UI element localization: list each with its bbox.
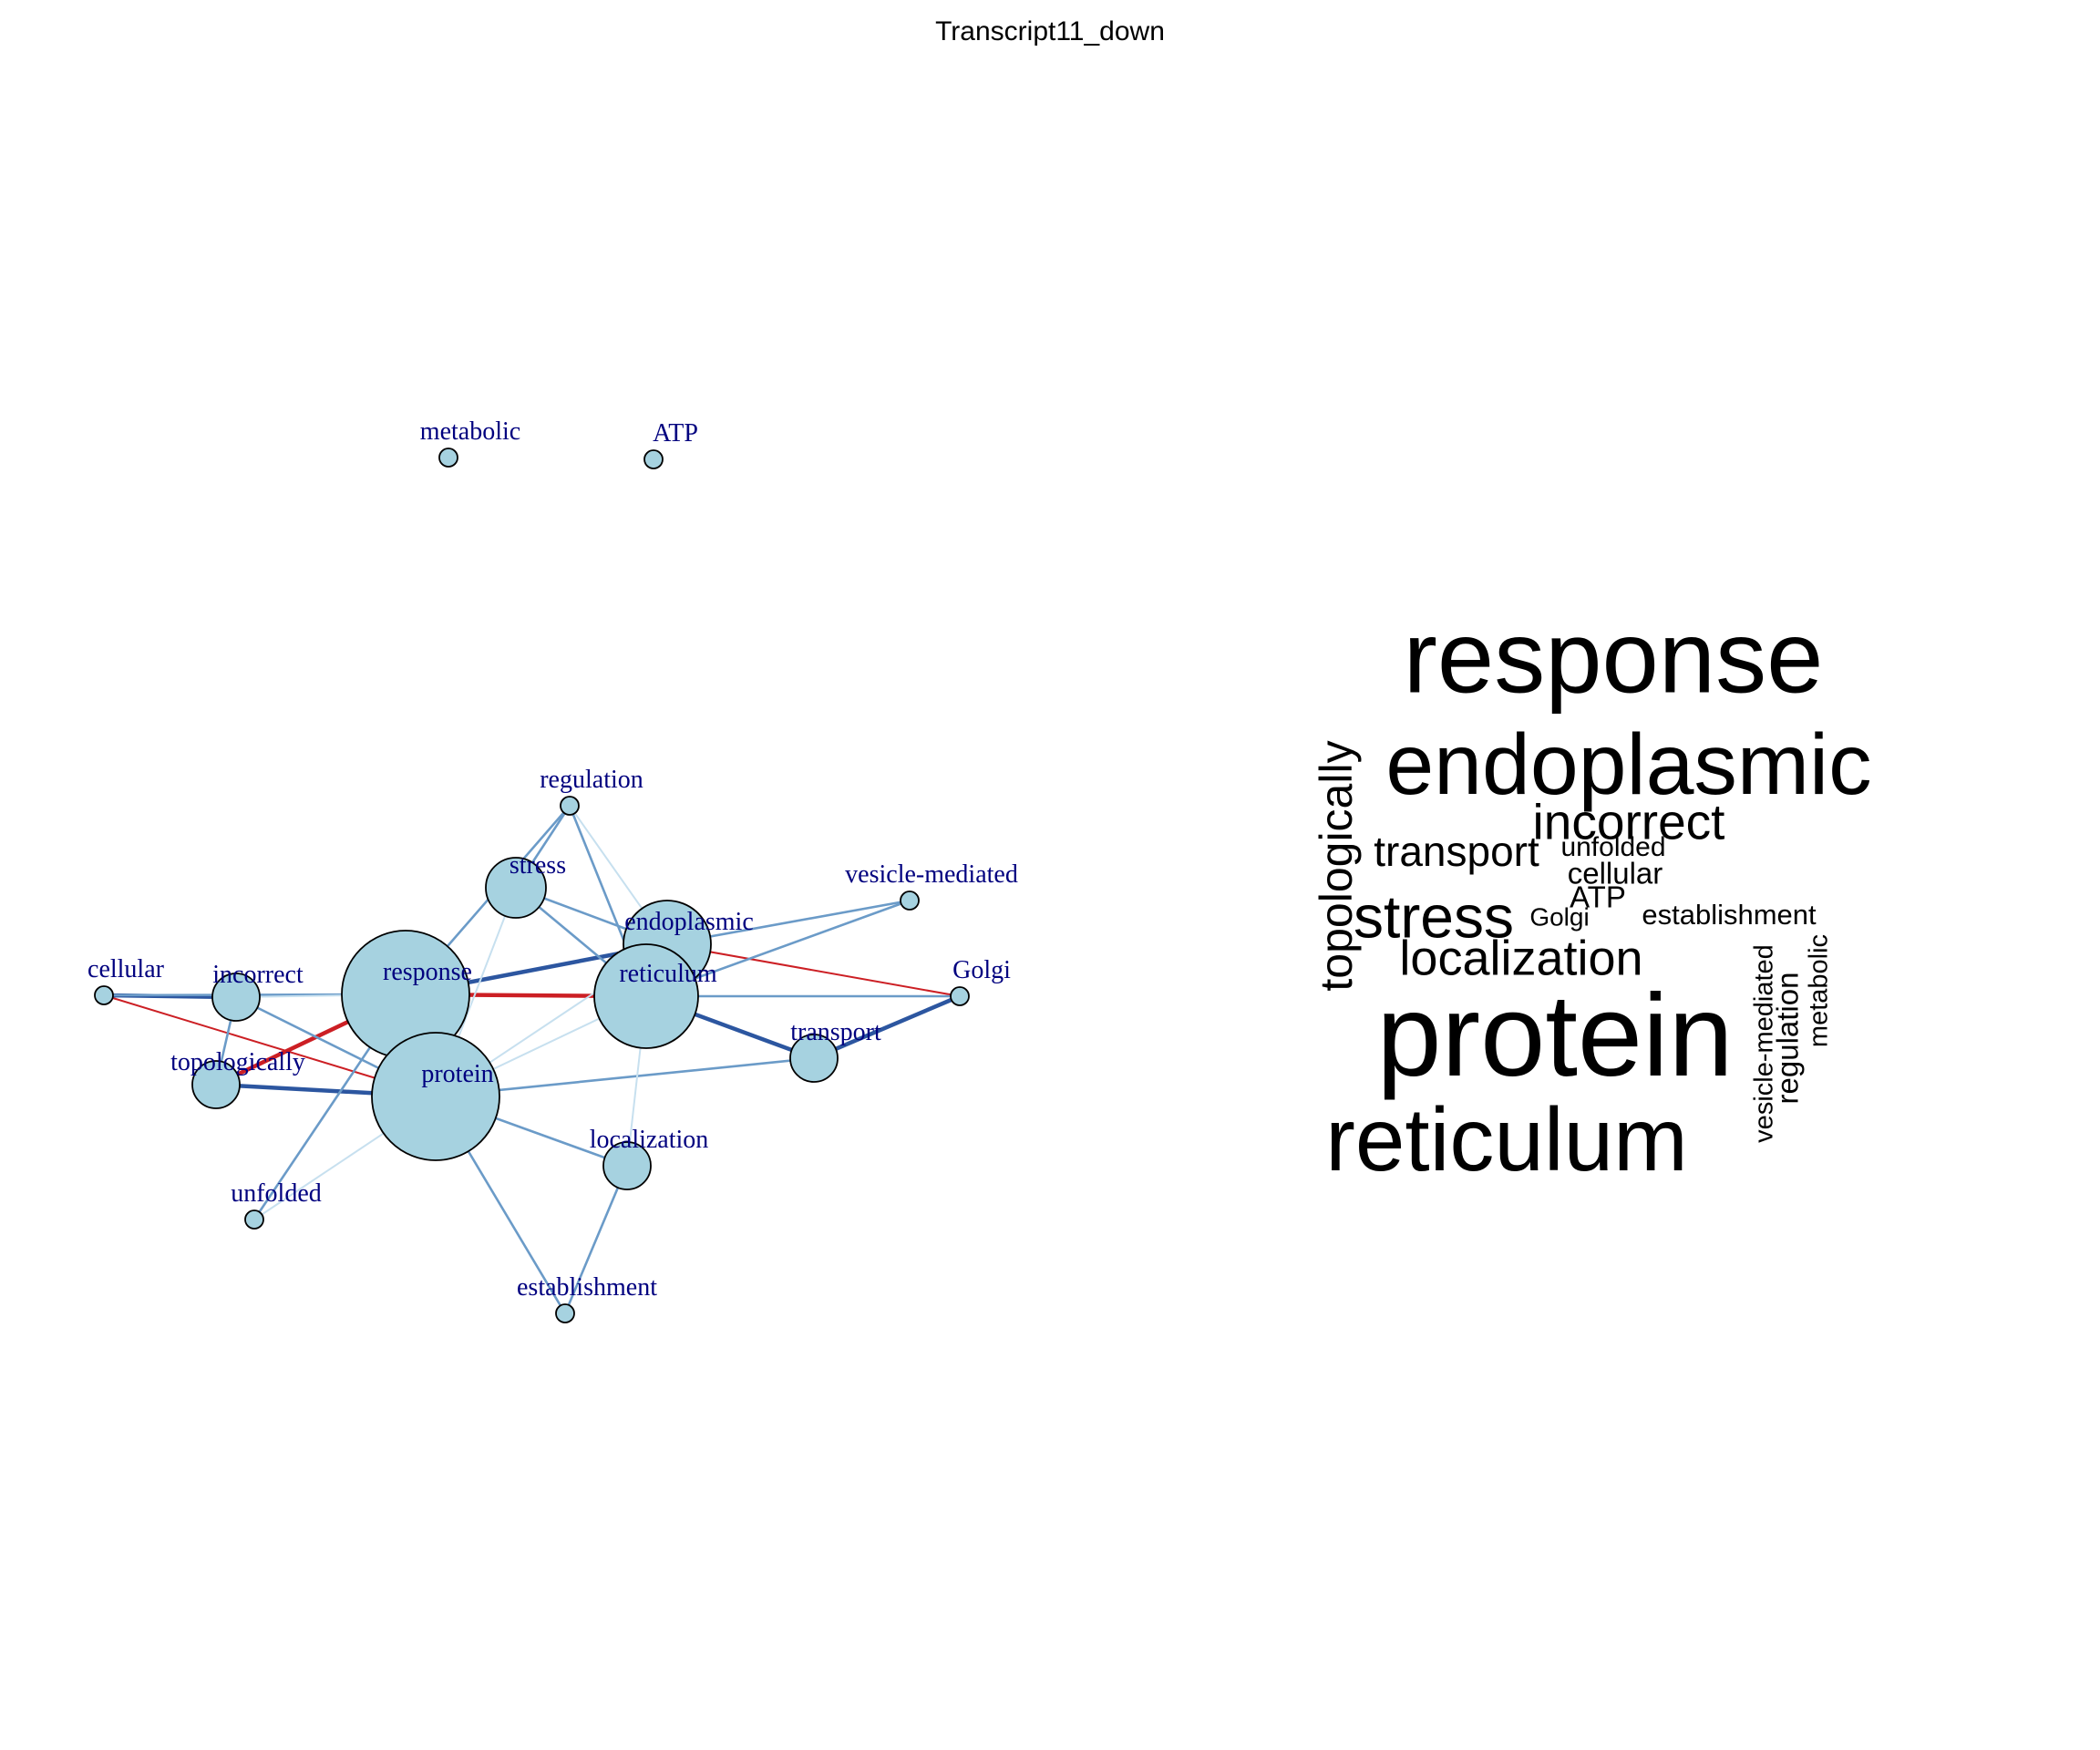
edge-Golgi-transport <box>811 993 962 1061</box>
wordcloud-word-metabolic: metabolic <box>1805 934 1834 1047</box>
node-label-metabolic: metabolic <box>420 417 520 446</box>
wordcloud-word-ATP: ATP <box>1570 880 1626 914</box>
page-title: Transcript11_down <box>935 16 1165 46</box>
label-layer: metabolic ATP regulation stress vesicle-medi… <box>88 417 1018 1302</box>
wordcloud-word-incorrect: incorrect <box>1533 794 1725 850</box>
node-unfolded[interactable] <box>244 1210 264 1230</box>
node-reticulum[interactable] <box>593 943 699 1049</box>
wordcloud-word-stress: stress <box>1354 882 1514 950</box>
node-label-establishment: establishment <box>517 1273 657 1302</box>
node-label-topologically: topologically <box>170 1048 305 1076</box>
node-label-protein: protein <box>421 1060 493 1088</box>
node-label-localization: localization <box>590 1126 709 1154</box>
wordcloud-word-Golgi: Golgi <box>1529 902 1589 931</box>
node-label-reticulum: reticulum <box>619 960 717 988</box>
edge-endoplasmic-Golgi <box>666 943 961 997</box>
node-topologically[interactable] <box>191 1060 241 1109</box>
wordcloud-word-response: response <box>1404 601 1824 715</box>
wordcloud-word-endoplasmic: endoplasmic <box>1385 716 1871 813</box>
wordcloud-word-regulation: regulation <box>1771 973 1805 1105</box>
node-label-ATP: ATP <box>653 419 698 448</box>
node-label-transport: transport <box>790 1018 881 1046</box>
node-vesicle-mediated[interactable] <box>900 890 920 911</box>
node-label-response: response <box>383 958 472 986</box>
node-label-vesicle-mediated: vesicle-mediated <box>845 860 1018 889</box>
wordcloud-word-vesicle-mediated: vesicle-mediated <box>1750 944 1779 1143</box>
node-protein[interactable] <box>371 1032 500 1161</box>
wordcloud-word-reticulum: reticulum <box>1325 1089 1688 1189</box>
wordcloud-word-localization: localization <box>1399 931 1642 985</box>
node-transport[interactable] <box>789 1034 839 1083</box>
node-label-endoplasmic: endoplasmic <box>624 908 754 936</box>
node-label-stress: stress <box>510 851 566 880</box>
node-incorrect[interactable] <box>211 973 261 1022</box>
wordcloud-word-transport: transport <box>1374 828 1539 875</box>
wordcloud-word-protein: protein <box>1376 971 1733 1101</box>
node-layer <box>94 448 970 1323</box>
node-establishment[interactable] <box>555 1303 575 1323</box>
node-label-Golgi: Golgi <box>952 956 1011 984</box>
wordcloud-word-topologically: topologically <box>1311 740 1362 991</box>
node-label-unfolded: unfolded <box>231 1179 322 1208</box>
node-regulation[interactable] <box>560 796 580 816</box>
node-metabolic[interactable] <box>438 448 458 468</box>
wordcloud-word-establishment: establishment <box>1642 899 1817 931</box>
wordcloud-word-unfolded: unfolded <box>1560 832 1665 862</box>
node-Golgi[interactable] <box>950 986 970 1006</box>
node-label-incorrect: incorrect <box>212 961 304 989</box>
node-localization[interactable] <box>602 1141 652 1190</box>
wordcloud-word-cellular: cellular <box>1568 857 1663 890</box>
node-cellular[interactable] <box>94 985 114 1005</box>
edge-localization-establishment <box>563 1164 629 1315</box>
node-label-cellular: cellular <box>88 955 165 983</box>
node-stress[interactable] <box>485 857 547 919</box>
node-label-regulation: regulation <box>540 766 643 794</box>
node-ATP[interactable] <box>643 449 664 469</box>
co-occurrence-network: metabolic ATP regulation stress vesicle-medi… <box>88 417 1018 1323</box>
